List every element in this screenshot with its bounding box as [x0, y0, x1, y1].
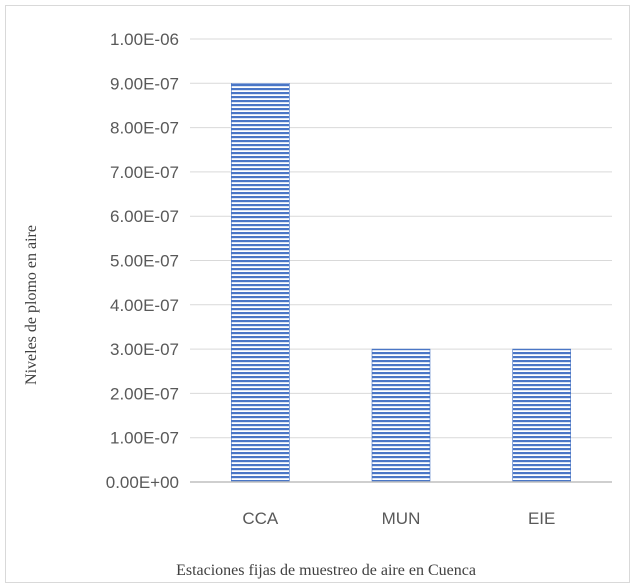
x-axis-title: Estaciones fijas de muestreo de aire en … [176, 562, 476, 579]
y-tick-label: 2.00E-07 [110, 384, 179, 403]
y-axis-title: Niveles de plomo en aire [23, 225, 40, 385]
y-tick-label: 0.00E+00 [106, 473, 179, 492]
chart-frame [5, 5, 630, 583]
y-tick-label: 4.00E-07 [110, 296, 179, 315]
x-tick-label: CCA [242, 509, 279, 528]
y-tick-label: 3.00E-07 [110, 340, 179, 359]
y-tick-label: 1.00E-06 [110, 30, 179, 49]
x-tick-labels: CCA MUN EIE [242, 509, 555, 528]
y-tick-label: 6.00E-07 [110, 207, 179, 226]
y-tick-labels: 0.00E+00 1.00E-07 2.00E-07 3.00E-07 4.00E-07… [106, 30, 179, 492]
x-tick-label: MUN [382, 509, 421, 528]
y-tick-label: 8.00E-07 [110, 119, 179, 138]
y-tick-label: 9.00E-07 [110, 74, 179, 93]
y-tick-label: 1.00E-07 [110, 429, 179, 448]
bar-mun [371, 348, 431, 483]
bars [231, 83, 571, 483]
y-tick-label: 5.00E-07 [110, 252, 179, 271]
y-tick-label: 7.00E-07 [110, 163, 179, 182]
bar-cca [231, 83, 290, 483]
x-tick-label: EIE [528, 509, 555, 528]
bar-eie [512, 348, 571, 483]
